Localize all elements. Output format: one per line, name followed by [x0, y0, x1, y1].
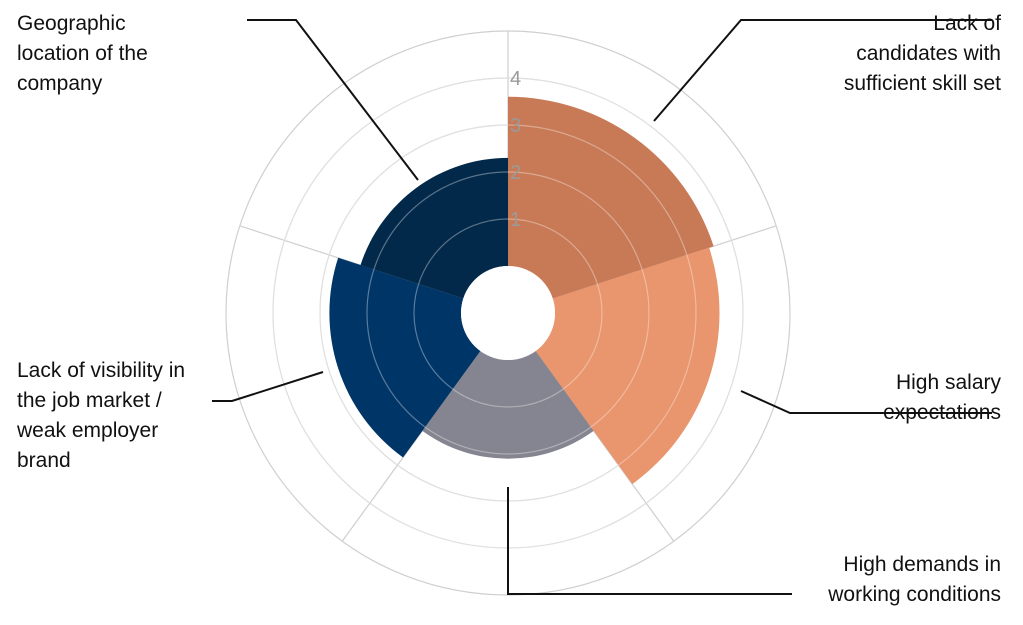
radial-tick-label: 4 — [510, 68, 521, 90]
category-label-location: Geographic location of the company — [17, 9, 148, 99]
category-label-skill-set: Lack of candidates with sufficient skill… — [844, 9, 1001, 99]
radial-tick-label: 1 — [510, 209, 521, 231]
grid-ring-overlay — [366, 171, 650, 455]
category-label-line: Lack of — [933, 12, 1001, 35]
leader-line — [653, 19, 992, 122]
category-label-line: Geographic — [17, 12, 126, 35]
sector-working-conditions — [422, 351, 594, 459]
category-label-line: location of the — [17, 42, 148, 65]
category-label-line: working conditions — [828, 583, 1001, 606]
sector-employer-brand — [329, 257, 481, 458]
sector-salary — [535, 247, 720, 485]
category-label-line: company — [17, 72, 103, 95]
leader-line — [247, 19, 419, 181]
radial-tick-labels: 1 2 3 4 — [510, 68, 521, 231]
leader-line — [212, 371, 324, 402]
category-label-line: sufficient skill set — [843, 72, 1001, 95]
radial-tick-label: 2 — [510, 162, 521, 184]
leader-lines — [212, 19, 992, 595]
category-label-salary: High salary expectations — [883, 368, 1001, 428]
sector-skill-set — [508, 96, 714, 299]
leader-line — [740, 390, 992, 414]
chart-sectors — [329, 96, 720, 485]
category-label-line: the job market / — [17, 389, 162, 412]
category-label-working-conditions: High demands in working conditions — [828, 550, 1001, 610]
category-label-line: High demands in — [843, 553, 1001, 576]
category-label-employer-brand: Lack of visibility in the job market / w… — [17, 356, 185, 476]
category-label-line: Lack of visibility in — [17, 359, 186, 382]
center-hole — [461, 266, 555, 360]
leader-line — [507, 487, 792, 595]
sector-location — [360, 157, 508, 299]
category-label-line: candidates with — [856, 42, 1001, 65]
category-label-line: High salary — [895, 371, 1001, 394]
category-label-line: expectations — [883, 401, 1001, 424]
grid-ring-overlay — [413, 218, 603, 408]
category-label-line: brand — [17, 449, 71, 472]
radial-tick-label: 3 — [510, 115, 521, 137]
category-label-line: weak employer — [17, 419, 159, 442]
